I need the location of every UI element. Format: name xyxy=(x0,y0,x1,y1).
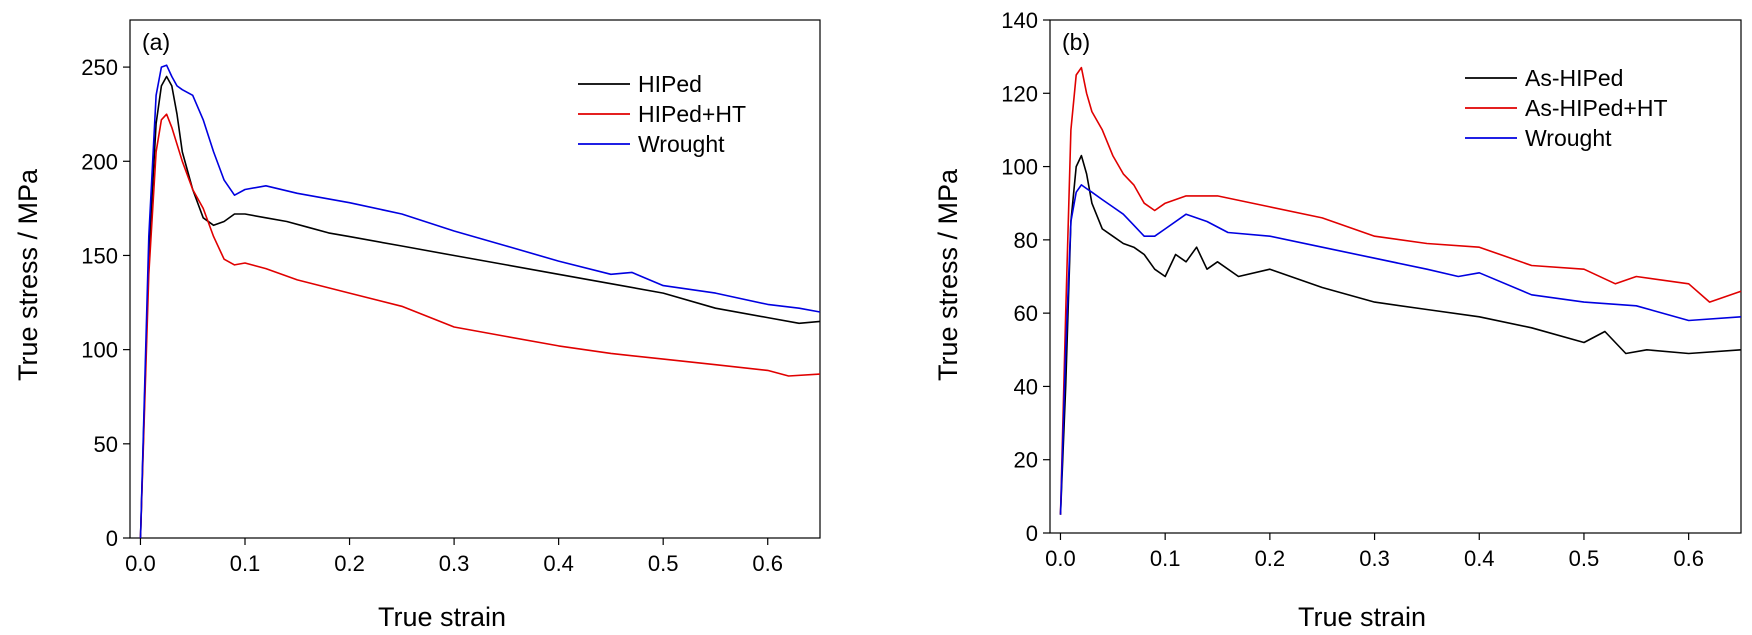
y-tick-label: 140 xyxy=(1001,8,1038,33)
x-tick-label: 0.1 xyxy=(1150,546,1181,571)
y-axis-title: True stress / MPa xyxy=(933,168,963,381)
y-tick-label: 40 xyxy=(1014,374,1038,399)
series-line-2 xyxy=(139,113,821,539)
x-axis-title: True strain xyxy=(1298,602,1426,632)
x-tick-label: 0.3 xyxy=(1359,546,1390,571)
series-line-2 xyxy=(1059,66,1742,515)
series-line-1 xyxy=(139,75,821,539)
y-tick-label: 100 xyxy=(1001,155,1038,180)
x-tick-label: 0.4 xyxy=(1464,546,1495,571)
panel-b: True stress / MPa True strain 0.0 0.1 0.2 0… xyxy=(933,8,1742,632)
y-axis-title: True stress / MPa xyxy=(13,168,43,381)
series-line-3 xyxy=(139,64,821,539)
legend-label: As-HIPed+HT xyxy=(1525,95,1668,121)
y-tick-label: 120 xyxy=(1001,81,1038,106)
panel-label: (b) xyxy=(1062,29,1090,55)
y-tick-label: 100 xyxy=(81,338,118,363)
panel-label: (a) xyxy=(142,29,170,55)
x-tick-label: 0.1 xyxy=(230,551,261,576)
x-tick-label: 0.2 xyxy=(1255,546,1286,571)
y-tick-label: 250 xyxy=(81,55,118,80)
y-tick-label: 0 xyxy=(1026,521,1038,546)
x-tick-label: 0.0 xyxy=(1045,546,1076,571)
x-tick-label: 0.6 xyxy=(1673,546,1704,571)
legend-label: HIPed xyxy=(638,71,702,97)
x-axis-title: True strain xyxy=(378,602,506,632)
x-tick-label: 0.6 xyxy=(752,551,783,576)
legend-label: HIPed+HT xyxy=(638,101,746,127)
x-tick-label: 0.5 xyxy=(1569,546,1600,571)
series-line-1 xyxy=(1059,154,1742,515)
legend-label: As-HIPed xyxy=(1525,65,1623,91)
x-tick-label: 0.3 xyxy=(439,551,470,576)
x-tick-label: 0.2 xyxy=(334,551,365,576)
y-tick-label: 80 xyxy=(1014,228,1038,253)
x-tick-label: 0.0 xyxy=(125,551,156,576)
series-line-3 xyxy=(1059,184,1742,515)
y-tick-label: 150 xyxy=(81,243,118,268)
panel-a: True stress / MPa True strain 0.0 0.1 0.2 0… xyxy=(13,19,821,632)
y-tick-label: 50 xyxy=(94,432,118,457)
y-tick-label: 0 xyxy=(106,526,118,551)
plot-frame xyxy=(129,19,821,539)
plot-frame xyxy=(1049,19,1742,534)
y-tick-label: 60 xyxy=(1014,301,1038,326)
legend-label: Wrought xyxy=(638,131,725,157)
x-tick-label: 0.4 xyxy=(543,551,574,576)
x-tick-label: 0.5 xyxy=(648,551,679,576)
y-tick-label: 200 xyxy=(81,149,118,174)
legend-label: Wrought xyxy=(1525,125,1612,151)
y-tick-label: 20 xyxy=(1014,448,1038,473)
